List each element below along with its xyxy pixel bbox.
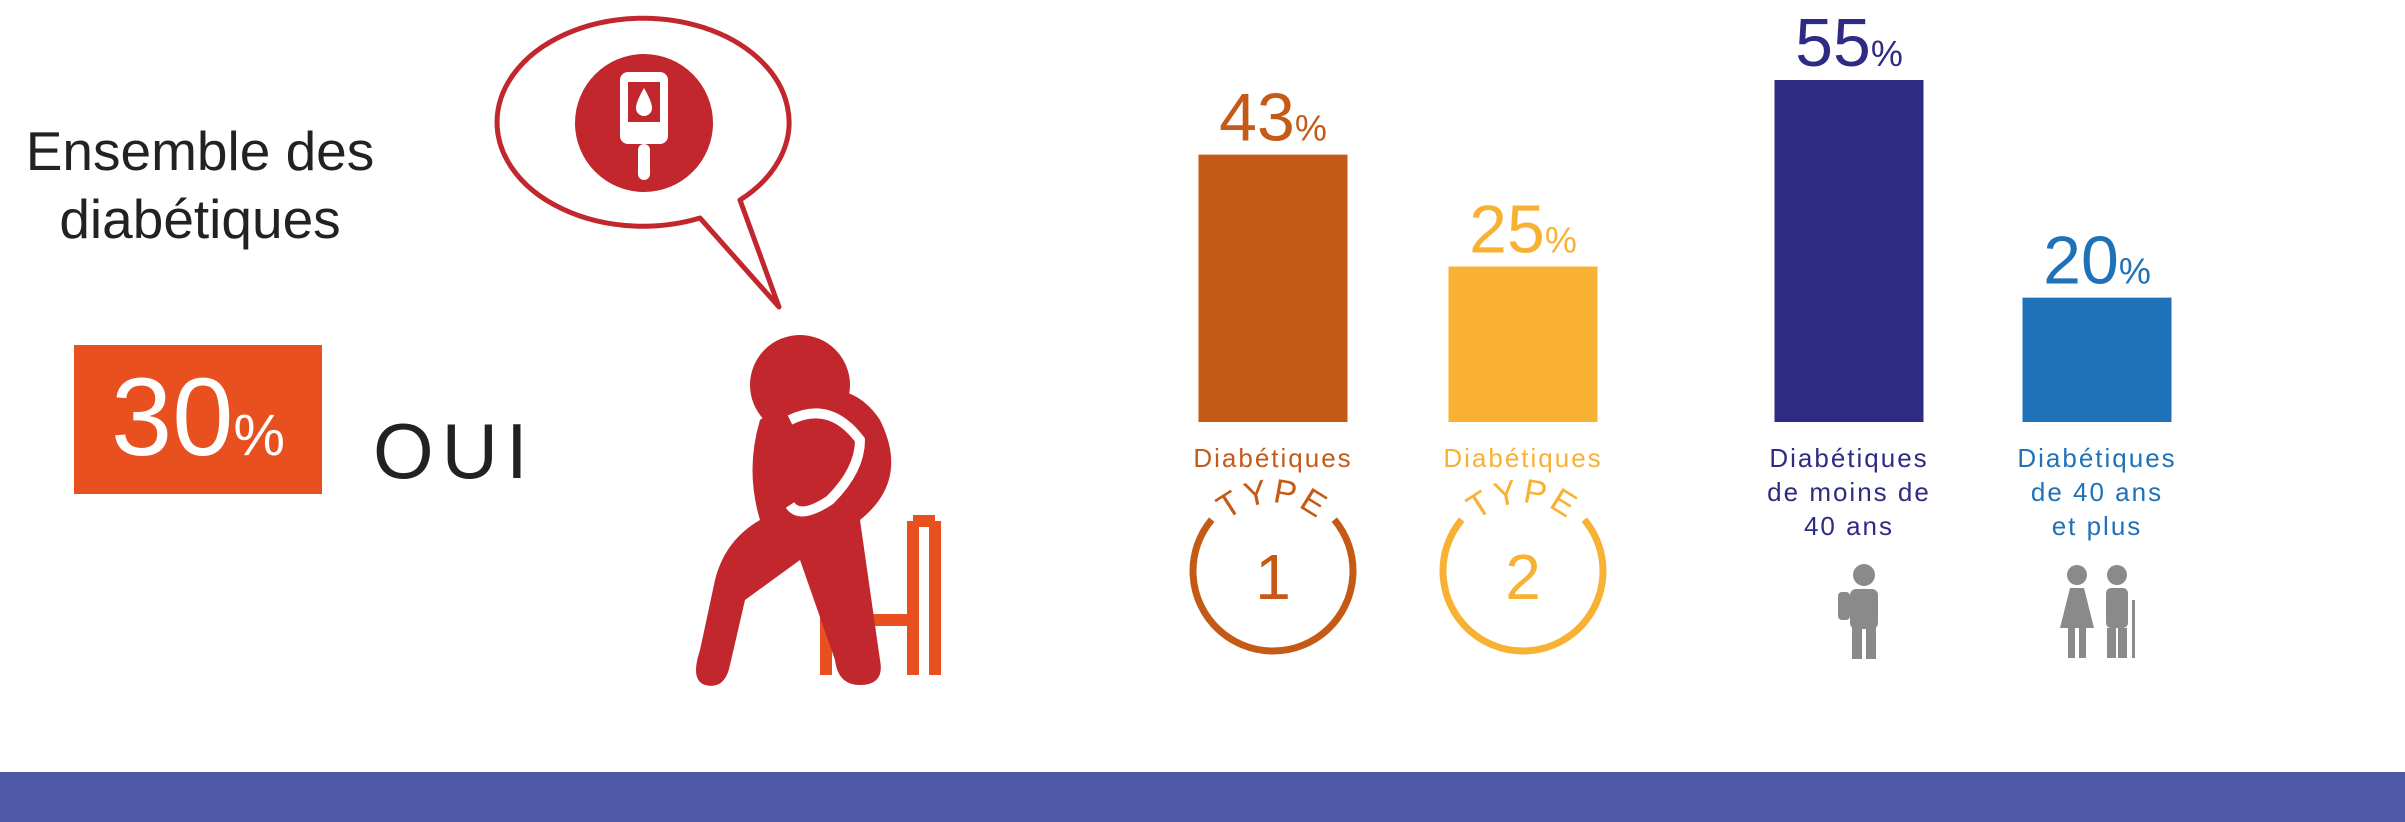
elderly-couple-icon	[2060, 565, 2135, 658]
speech-bubble	[497, 18, 789, 307]
category-label: de 40 ans	[2031, 477, 2163, 507]
value-number: 25	[1469, 192, 1545, 268]
value-unit: %	[2119, 251, 2151, 292]
value-label: 43%	[1219, 80, 1327, 156]
summary-answer: OUI	[373, 407, 536, 495]
category-label: et plus	[2052, 511, 2143, 541]
bar	[2023, 298, 2172, 422]
value-unit: %	[1871, 33, 1903, 74]
summary-number: 30	[111, 356, 233, 479]
value-unit: %	[1295, 108, 1327, 149]
badge-label: TYPE	[1210, 472, 1335, 527]
badge-label: TYPE	[1460, 472, 1585, 527]
young-person-icon	[1838, 564, 1878, 659]
value-number: 20	[2043, 223, 2119, 299]
summary-title: Ensemble des	[26, 120, 375, 182]
summary-unit: %	[233, 403, 285, 468]
person-icon	[696, 335, 935, 686]
page: Ensemble des diabétiques 30% OUI 43% Diab…	[0, 0, 2405, 822]
category-label: Diabétiques	[1769, 443, 1928, 473]
value-label: 25%	[1469, 192, 1577, 268]
infographic: Ensemble des diabétiques 30% OUI 43% Diab…	[0, 0, 2405, 822]
category-label: 40 ans	[1804, 511, 1894, 541]
value-label: 55%	[1795, 5, 1903, 81]
bar	[1449, 267, 1598, 422]
category-label: Diabétiques	[1443, 443, 1602, 473]
summary-title: diabétiques	[59, 188, 340, 250]
value-number: 55	[1795, 5, 1871, 81]
value-unit: %	[1545, 220, 1577, 261]
bar	[1199, 155, 1348, 422]
footer-band	[0, 772, 2405, 822]
bar	[1775, 80, 1924, 422]
category-label: Diabétiques	[2017, 443, 2176, 473]
value-number: 43	[1219, 80, 1295, 156]
badge-label-path: TYPE	[1210, 472, 1335, 527]
badge-number: 1	[1255, 541, 1291, 613]
value-label: 20%	[2043, 223, 2151, 299]
badge-label-path: TYPE	[1460, 472, 1585, 527]
category-label: Diabétiques	[1193, 443, 1352, 473]
category-label: de moins de	[1767, 477, 1931, 507]
badge-number: 2	[1505, 541, 1541, 613]
